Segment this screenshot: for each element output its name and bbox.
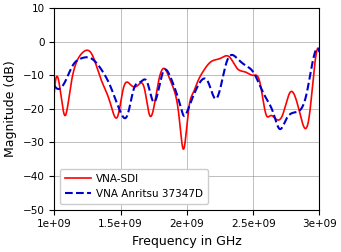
VNA Anritsu 37347D xyxy=(261,91,265,94)
VNA Anritsu 37347D xyxy=(66,74,70,77)
VNA-SDI xyxy=(261,99,265,102)
VNA-SDI xyxy=(174,96,178,99)
Legend: VNA-SDI, VNA Anritsu 37347D: VNA-SDI, VNA Anritsu 37347D xyxy=(60,169,208,204)
Line: VNA Anritsu 37347D: VNA Anritsu 37347D xyxy=(54,48,320,129)
VNA-SDI xyxy=(310,92,314,95)
VNA Anritsu 37347D xyxy=(181,114,185,117)
VNA Anritsu 37347D xyxy=(52,84,56,87)
Y-axis label: Magnitude (dB): Magnitude (dB) xyxy=(4,60,17,157)
VNA-SDI xyxy=(66,104,70,107)
VNA Anritsu 37347D xyxy=(174,91,178,94)
VNA-SDI xyxy=(310,91,314,94)
VNA-SDI xyxy=(181,147,185,150)
VNA Anritsu 37347D xyxy=(315,47,320,50)
VNA Anritsu 37347D xyxy=(317,50,322,53)
VNA-SDI xyxy=(181,148,186,151)
VNA-SDI xyxy=(317,50,322,53)
VNA Anritsu 37347D xyxy=(278,128,282,131)
VNA-SDI xyxy=(316,47,320,50)
Line: VNA-SDI: VNA-SDI xyxy=(54,48,320,149)
VNA Anritsu 37347D xyxy=(310,64,314,67)
VNA-SDI xyxy=(52,90,56,93)
X-axis label: Frequency in GHz: Frequency in GHz xyxy=(132,235,242,248)
VNA Anritsu 37347D xyxy=(310,65,314,68)
